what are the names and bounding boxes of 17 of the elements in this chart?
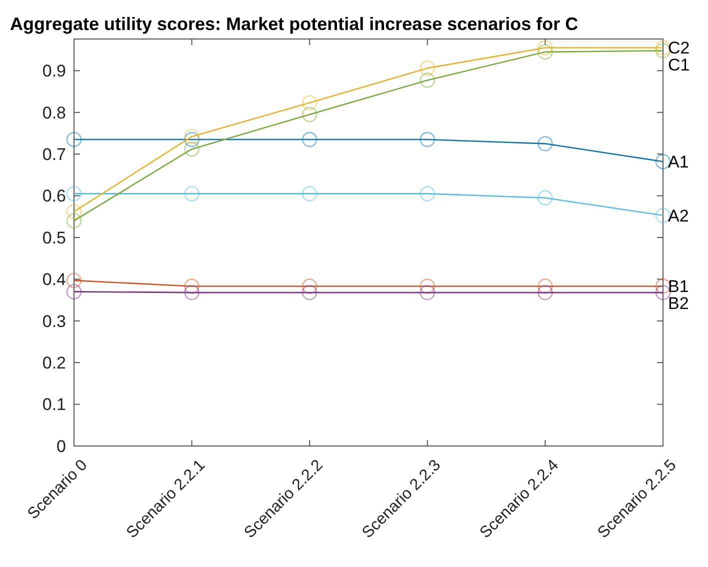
y-tick-label: 0.6 [42, 186, 66, 206]
y-tick-label: 0.2 [42, 354, 66, 373]
y-tick-label: 0.4 [42, 270, 66, 290]
chart-title: Aggregate utility scores: Market potential increase scenarios for C [10, 14, 578, 34]
series-label: A1 [668, 152, 689, 172]
series-label: A2 [668, 206, 689, 226]
y-tick-label: 0.9 [42, 62, 66, 81]
y-tick-label: 0.7 [42, 145, 66, 164]
series-label: B1 [668, 277, 689, 296]
y-tick-label: 0.8 [42, 103, 66, 122]
y-tick-label: 0.1 [42, 395, 66, 414]
series-label: B2 [668, 294, 689, 314]
series-label: C1 [668, 56, 690, 75]
y-tick-label: 0.3 [42, 312, 66, 331]
y-tick-label: 0.5 [42, 228, 66, 248]
y-tick-label: 0 [56, 436, 66, 456]
series-label: C2 [668, 38, 690, 58]
